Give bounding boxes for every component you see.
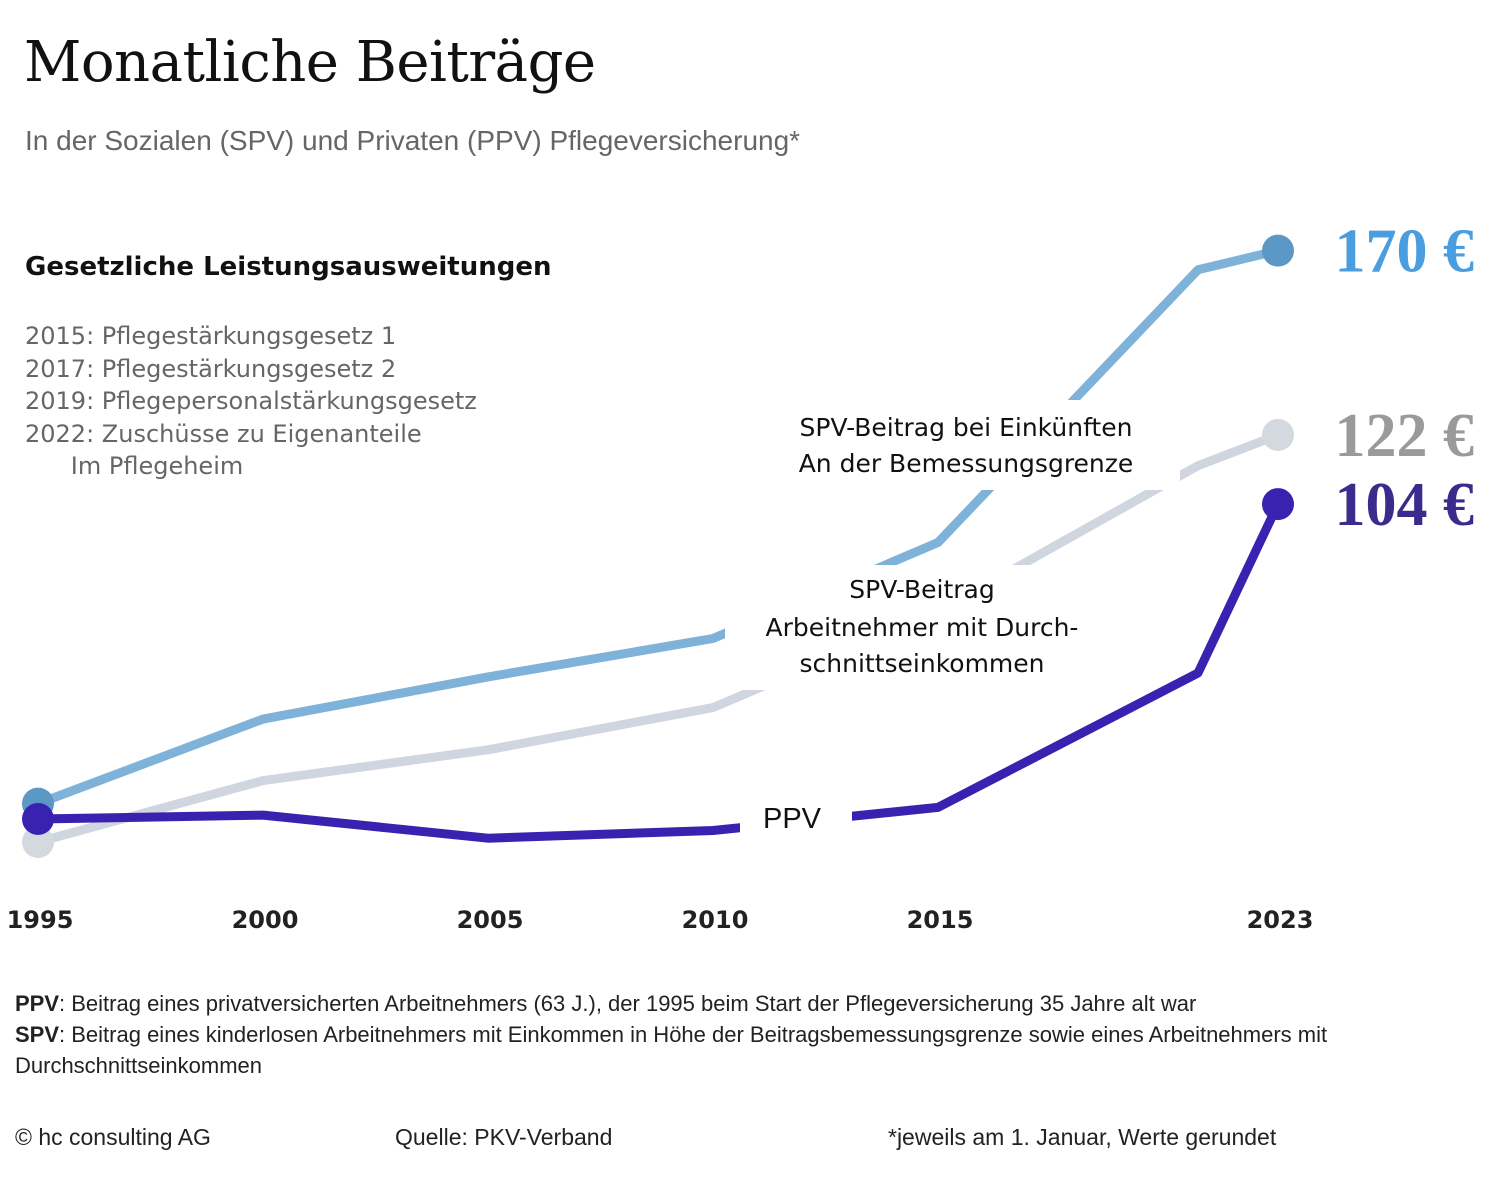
- x-tick-label: 2023: [1247, 906, 1314, 934]
- legislation-item: Im Pflegeheim: [25, 452, 244, 480]
- x-tick-label: 1995: [7, 906, 74, 934]
- footnote-ppv-text: : Beitrag eines privatversicherten Arbei…: [59, 991, 1197, 1016]
- series-line: [33, 246, 1283, 809]
- footnote-ppv-key: PPV: [15, 991, 60, 1016]
- chart-subtitle: In der Sozialen (SPV) und Privaten (PPV)…: [25, 125, 801, 156]
- end-value-label: 170 €: [1335, 218, 1475, 286]
- legislation-heading: Gesetzliche Leistungsausweitungen: [25, 252, 552, 282]
- footnote-spv: SPV: Beitrag eines kinderlosen Arbeitneh…: [15, 1019, 1485, 1081]
- start-dot: [22, 802, 54, 835]
- legislation-item: 2022: Zuschüsse zu Eigenanteile: [25, 419, 422, 448]
- end-value-label: 122 €: [1335, 402, 1475, 470]
- legislation-item: 2015: Pflegestärkungsgesetz 1: [25, 322, 397, 350]
- footnote-spv-text: : Beitrag eines kinderlosen Arbeitnehmer…: [15, 1022, 1328, 1078]
- footnote-spv-key: SPV: [15, 1022, 60, 1047]
- end-dot: [1262, 418, 1294, 451]
- end-dot: [1262, 234, 1294, 267]
- series-label: PPV: [763, 803, 822, 835]
- series-label: SPV-Beitrag bei Einkünften: [800, 413, 1133, 442]
- chart-title: Monatliche Beiträge: [24, 30, 596, 95]
- copyright: © hc consulting AG: [15, 1124, 211, 1150]
- series-label-bg: [725, 565, 1120, 690]
- series-label-bg: [755, 400, 1180, 490]
- end-dot: [1262, 488, 1294, 521]
- note: *jeweils am 1. Januar, Werte gerundet: [888, 1124, 1277, 1150]
- start-dot: [22, 826, 54, 858]
- x-tick-label: 2015: [907, 906, 974, 934]
- series-line: [33, 430, 1283, 847]
- series-label: SPV-Beitrag: [849, 575, 994, 604]
- series-line: [33, 499, 1283, 843]
- legislation-list: 2015: Pflegestärkungsgesetz 1 2017: Pfle…: [25, 320, 477, 483]
- footnotes: PPV: Beitrag eines privatversicherten Ar…: [15, 988, 1485, 1081]
- x-tick-label: 2005: [457, 906, 524, 934]
- series-label-bg: [740, 798, 852, 846]
- footnote-ppv: PPV: Beitrag eines privatversicherten Ar…: [15, 988, 1485, 1019]
- series-label: Arbeitnehmer mit Durch-: [766, 613, 1079, 642]
- legislation-item: 2019: Pflegepersonalstärkungsgesetz: [25, 387, 477, 415]
- x-tick-label: 2000: [232, 906, 299, 934]
- line-chart: SPV-Beitrag bei Einkünften An der Bemessu…: [7, 218, 1475, 934]
- series-label: An der Bemessungsgrenze: [799, 449, 1134, 478]
- series-label: schnittseinkommen: [799, 649, 1044, 678]
- source: Quelle: PKV-Verband: [395, 1124, 613, 1150]
- x-tick-label: 2010: [682, 906, 749, 934]
- end-value-label: 104 €: [1335, 471, 1475, 539]
- legislation-item: 2017: Pflegestärkungsgesetz 2: [25, 354, 397, 383]
